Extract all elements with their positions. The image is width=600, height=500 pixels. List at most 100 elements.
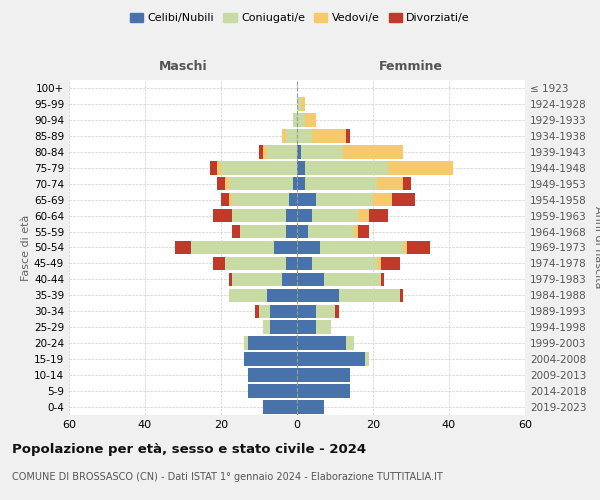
Bar bbox=[335, 304, 339, 318]
Bar bbox=[286, 225, 297, 238]
Bar bbox=[297, 320, 316, 334]
Text: Popolazione per età, sesso e stato civile - 2024: Popolazione per età, sesso e stato civil… bbox=[12, 442, 366, 456]
Bar bbox=[232, 225, 240, 238]
Bar bbox=[343, 145, 403, 158]
Bar bbox=[301, 145, 343, 158]
Bar bbox=[316, 320, 331, 334]
Bar bbox=[214, 256, 225, 270]
Bar bbox=[244, 352, 297, 366]
Bar bbox=[305, 177, 377, 190]
Bar bbox=[358, 225, 369, 238]
Bar bbox=[407, 240, 430, 254]
Bar bbox=[297, 256, 312, 270]
Bar bbox=[232, 193, 289, 206]
Bar bbox=[297, 193, 316, 206]
Bar bbox=[225, 177, 229, 190]
Bar bbox=[259, 145, 263, 158]
Bar bbox=[377, 256, 380, 270]
Bar bbox=[263, 400, 297, 414]
Bar bbox=[301, 97, 305, 110]
Bar bbox=[380, 256, 400, 270]
Bar bbox=[365, 352, 369, 366]
Bar bbox=[297, 384, 350, 398]
Bar bbox=[293, 113, 297, 126]
Bar bbox=[232, 209, 286, 222]
Bar bbox=[377, 177, 403, 190]
Legend: Celibi/Nubili, Coniugati/e, Vedovi/e, Divorziati/e: Celibi/Nubili, Coniugati/e, Vedovi/e, Di… bbox=[125, 8, 475, 28]
Bar bbox=[400, 288, 403, 302]
Text: Maschi: Maschi bbox=[158, 60, 208, 72]
Bar bbox=[297, 352, 365, 366]
Bar bbox=[297, 97, 301, 110]
Y-axis label: Anni di nascita: Anni di nascita bbox=[593, 206, 600, 288]
Bar bbox=[282, 129, 286, 142]
Bar bbox=[305, 161, 388, 174]
Bar bbox=[316, 193, 373, 206]
Bar bbox=[312, 209, 358, 222]
Bar bbox=[217, 161, 221, 174]
Bar bbox=[320, 240, 403, 254]
Bar bbox=[308, 225, 354, 238]
Bar bbox=[312, 129, 346, 142]
Bar bbox=[297, 177, 305, 190]
Bar bbox=[255, 304, 259, 318]
Bar bbox=[289, 193, 297, 206]
Bar bbox=[175, 240, 191, 254]
Bar bbox=[354, 225, 358, 238]
Y-axis label: Fasce di età: Fasce di età bbox=[21, 214, 31, 280]
Bar bbox=[297, 129, 312, 142]
Bar bbox=[214, 209, 232, 222]
Bar bbox=[297, 161, 305, 174]
Bar bbox=[297, 240, 320, 254]
Bar bbox=[358, 209, 369, 222]
Bar bbox=[229, 288, 266, 302]
Bar bbox=[274, 240, 297, 254]
Bar bbox=[388, 161, 453, 174]
Bar bbox=[312, 256, 377, 270]
Bar bbox=[373, 193, 392, 206]
Bar bbox=[297, 336, 346, 350]
Bar bbox=[221, 193, 229, 206]
Text: COMUNE DI BROSSASCO (CN) - Dati ISTAT 1° gennaio 2024 - Elaborazione TUTTITALIA.: COMUNE DI BROSSASCO (CN) - Dati ISTAT 1°… bbox=[12, 472, 443, 482]
Bar bbox=[346, 336, 354, 350]
Bar bbox=[403, 177, 411, 190]
Bar bbox=[248, 336, 297, 350]
Bar bbox=[266, 145, 297, 158]
Bar bbox=[221, 161, 297, 174]
Bar bbox=[259, 304, 271, 318]
Bar bbox=[240, 225, 286, 238]
Bar bbox=[271, 304, 297, 318]
Bar bbox=[248, 368, 297, 382]
Bar bbox=[297, 368, 350, 382]
Bar bbox=[380, 272, 385, 286]
Bar bbox=[225, 256, 286, 270]
Bar bbox=[229, 193, 232, 206]
Bar bbox=[282, 272, 297, 286]
Bar bbox=[305, 113, 316, 126]
Bar bbox=[297, 209, 312, 222]
Bar bbox=[244, 336, 248, 350]
Bar bbox=[286, 209, 297, 222]
Bar bbox=[229, 272, 232, 286]
Bar bbox=[339, 288, 400, 302]
Text: Femmine: Femmine bbox=[379, 60, 443, 72]
Bar bbox=[297, 400, 323, 414]
Bar bbox=[293, 177, 297, 190]
Bar bbox=[346, 129, 350, 142]
Bar bbox=[316, 304, 335, 318]
Bar bbox=[297, 113, 305, 126]
Bar bbox=[229, 177, 293, 190]
Bar bbox=[191, 240, 274, 254]
Bar bbox=[297, 304, 316, 318]
Bar bbox=[232, 272, 282, 286]
Bar bbox=[209, 161, 217, 174]
Bar bbox=[266, 288, 297, 302]
Bar bbox=[369, 209, 388, 222]
Bar bbox=[297, 288, 339, 302]
Bar bbox=[403, 240, 407, 254]
Bar bbox=[297, 225, 308, 238]
Bar bbox=[392, 193, 415, 206]
Bar bbox=[323, 272, 380, 286]
Bar bbox=[286, 256, 297, 270]
Bar bbox=[263, 320, 271, 334]
